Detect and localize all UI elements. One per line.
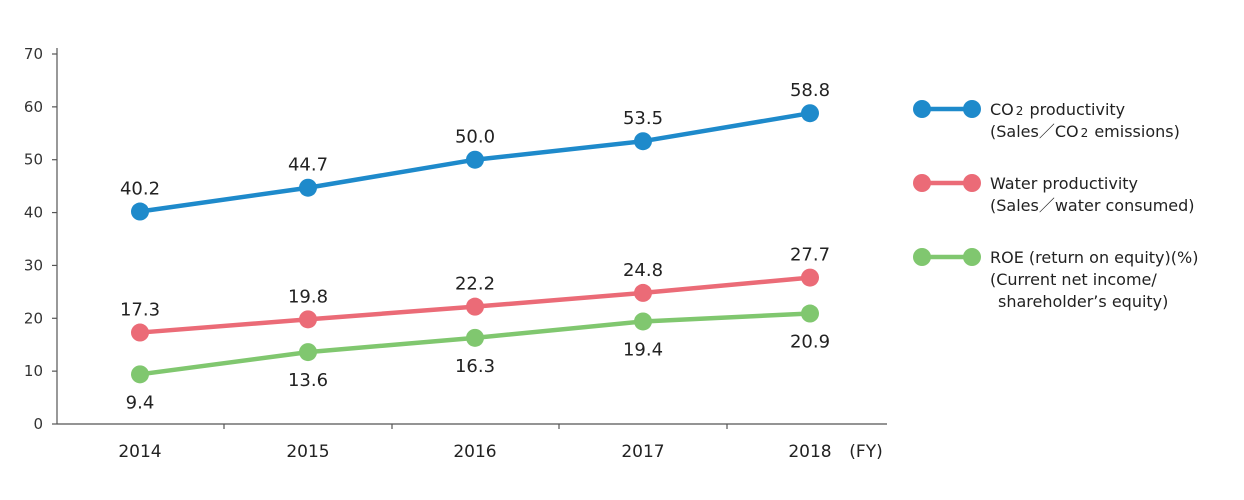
legend-marker bbox=[963, 248, 981, 266]
data-label-s3-2015: 13.6 bbox=[288, 370, 328, 391]
data-point-s1-2015 bbox=[299, 178, 317, 197]
y-tick-label: 40 bbox=[24, 204, 43, 222]
y-tick-label: 0 bbox=[33, 415, 43, 433]
y-tick-label: 70 bbox=[24, 45, 43, 63]
x-tick-label: 2018 bbox=[788, 442, 831, 462]
legend-label-part: productivity bbox=[1024, 100, 1125, 119]
data-point-s2-2015 bbox=[299, 310, 317, 329]
data-point-s2-2018 bbox=[801, 268, 819, 287]
data-label-s1-2014: 40.2 bbox=[120, 179, 160, 200]
data-point-s3-2014 bbox=[131, 365, 149, 384]
x-tick-label: 2015 bbox=[286, 442, 329, 462]
legend-label: ROE (return on equity)(%) bbox=[990, 248, 1198, 267]
y-tick-label: 20 bbox=[24, 309, 43, 327]
data-point-s2-2017 bbox=[634, 283, 652, 302]
chart-series bbox=[131, 104, 819, 384]
legend-marker bbox=[913, 100, 931, 118]
legend-label-part: 2 bbox=[1016, 104, 1024, 118]
data-point-s3-2015 bbox=[299, 343, 317, 362]
data-label-s3-2016: 16.3 bbox=[455, 356, 495, 377]
y-tick-label: 60 bbox=[24, 98, 43, 116]
data-label-s1-2018: 58.8 bbox=[790, 80, 830, 101]
legend-label: shareholder’s equity) bbox=[998, 292, 1168, 311]
data-label-s2-2014: 17.3 bbox=[120, 300, 160, 321]
data-label-s3-2018: 20.9 bbox=[790, 332, 830, 353]
chart-legend: CO 2 productivity(Sales／CO 2 emissions)Wat… bbox=[913, 100, 1198, 311]
data-point-s1-2018 bbox=[801, 104, 819, 123]
legend-item-3: ROE (return on equity)(%) (Current net in… bbox=[913, 248, 1198, 311]
legend-marker bbox=[963, 174, 981, 192]
chart-axes: 0 10 20 30 40 50 60 70 2014 2015 2016 2017 2018 (FY) bbox=[24, 45, 887, 462]
data-label-s1-2017: 53.5 bbox=[623, 108, 663, 129]
data-point-s3-2017 bbox=[634, 312, 652, 331]
x-tick-label: 2014 bbox=[118, 442, 161, 462]
legend-label: CO 2 productivity bbox=[990, 100, 1125, 119]
data-label-s2-2017: 24.8 bbox=[623, 260, 663, 281]
chart-data-labels: 40.2 44.7 50.0 53.5 58.8 17.3 19.8 22.2 24.8 27.7… bbox=[120, 80, 830, 413]
legend-label: Water productivity bbox=[990, 174, 1138, 193]
data-point-s1-2017 bbox=[634, 132, 652, 151]
legend-item-2: Water productivity (Sales／water consumed) bbox=[913, 174, 1195, 215]
legend-marker bbox=[963, 100, 981, 118]
data-label-s2-2015: 19.8 bbox=[288, 286, 328, 307]
data-point-s3-2016 bbox=[466, 328, 484, 347]
legend-marker bbox=[913, 248, 931, 266]
data-label-s2-2018: 27.7 bbox=[790, 245, 830, 266]
data-label-s2-2016: 22.2 bbox=[455, 274, 495, 295]
legend-label: (Sales／CO 2 emissions) bbox=[990, 122, 1180, 141]
data-label-s3-2014: 9.4 bbox=[126, 392, 155, 413]
legend-label-part: 2 bbox=[1081, 126, 1089, 140]
legend-label: (Sales／water consumed) bbox=[990, 196, 1195, 215]
legend-label-part: emissions) bbox=[1089, 122, 1180, 141]
x-axis-unit-label: (FY) bbox=[849, 442, 882, 462]
legend-label-part: CO bbox=[990, 100, 1014, 119]
legend-marker bbox=[913, 174, 931, 192]
x-tick-label: 2016 bbox=[453, 442, 496, 462]
data-label-s1-2015: 44.7 bbox=[288, 155, 328, 176]
y-tick-label: 50 bbox=[24, 151, 43, 169]
data-point-s2-2016 bbox=[466, 297, 484, 316]
x-tick-label: 2017 bbox=[621, 442, 664, 462]
data-point-s2-2014 bbox=[131, 323, 149, 342]
legend-label: (Current net income/ bbox=[990, 270, 1157, 289]
legend-label-part: (Sales／CO bbox=[990, 122, 1079, 141]
legend-item-1: CO 2 productivity(Sales／CO 2 emissions) bbox=[913, 100, 1180, 141]
y-tick-label: 30 bbox=[24, 256, 43, 274]
data-point-s1-2016 bbox=[466, 150, 484, 169]
data-label-s1-2016: 50.0 bbox=[455, 127, 495, 148]
data-point-s3-2018 bbox=[801, 304, 819, 323]
data-label-s3-2017: 19.4 bbox=[623, 339, 663, 360]
y-tick-label: 10 bbox=[24, 362, 43, 380]
data-point-s1-2014 bbox=[131, 202, 149, 221]
